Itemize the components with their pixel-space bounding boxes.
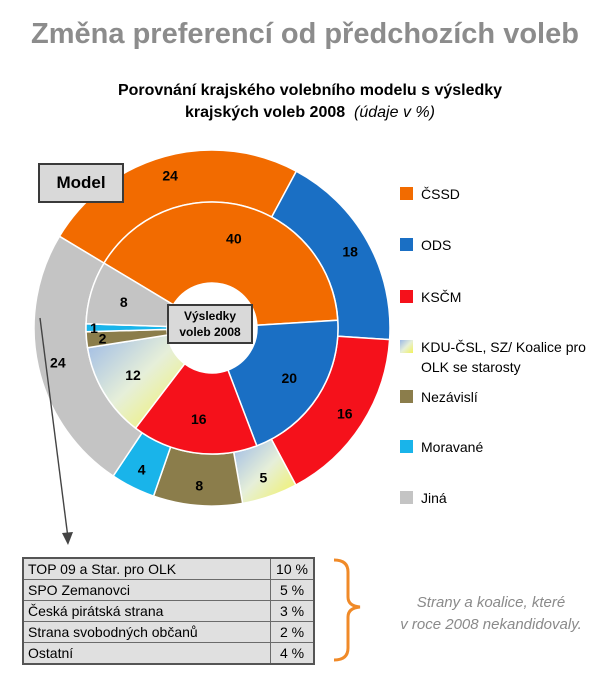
party-value: 5 %	[270, 579, 315, 601]
legend-item-kdu: KDU-ČSL, SZ/ Koalice pro OLK se starosty	[400, 337, 590, 377]
legend-item-jina: Jiná	[400, 488, 447, 508]
results-label: Výsledky voleb 2008	[167, 304, 253, 344]
other-parties-table: TOP 09 a Star. pro OLK 10 % SPO Zemanovc…	[22, 557, 315, 665]
bracket-icon	[333, 558, 361, 662]
legend-item-cssd: ČSSD	[400, 184, 460, 204]
legend-item-moravane: Moravané	[400, 437, 483, 457]
party-value: 3 %	[270, 600, 315, 622]
party-value: 10 %	[270, 557, 315, 580]
subtitle-note: (údaje v %)	[354, 104, 435, 121]
model-label: Model	[38, 163, 124, 203]
results-label-cssd: 40	[226, 231, 242, 247]
model-label-kdu: 5	[260, 469, 268, 485]
results-label-kscm: 16	[191, 411, 207, 427]
legend-label: Jiná	[421, 490, 447, 506]
results-label-moravane: 1	[90, 320, 98, 336]
model-label-ods: 18	[342, 243, 358, 259]
model-label-kscm: 16	[337, 406, 353, 422]
results-slice-kscm	[134, 362, 258, 455]
legend-label: KDU-ČSL, SZ/ Koalice pro OLK se starosty	[421, 339, 586, 375]
legend-label: Moravané	[421, 439, 484, 455]
table-row: Strana svobodných občanů 2 %	[22, 621, 315, 643]
legend-item-ods: ODS	[400, 235, 451, 255]
model-label-nezavisli: 8	[195, 477, 203, 493]
page-title: Změna preferencí od předchozích voleb	[31, 18, 579, 50]
note-line1: Strany a koalice, které	[416, 594, 566, 611]
party-value: 4 %	[270, 642, 315, 665]
pointer-arrowhead	[62, 532, 73, 545]
results-label-jina: 8	[120, 294, 128, 310]
legend-swatch	[400, 491, 413, 504]
legend-label: ODS	[421, 237, 452, 253]
chart-slices	[33, 149, 391, 507]
results-slice-ods	[227, 319, 339, 447]
legend-item-kscm: KSČM	[400, 287, 461, 307]
results-slice-cssd	[102, 201, 339, 327]
legend-swatch	[400, 238, 413, 251]
results-label-ods: 20	[282, 370, 298, 386]
legend-swatch	[400, 340, 413, 353]
legend-label: ČSSD	[421, 186, 460, 202]
legend-swatch	[400, 440, 413, 453]
subtitle-line2-text: krajských voleb 2008	[185, 104, 346, 121]
legend-label: KSČM	[421, 289, 462, 305]
note-text: Strany a koalice, které v roce 2008 neka…	[380, 592, 602, 636]
model-label-cssd: 24	[162, 168, 178, 184]
model-label-jina: 24	[50, 355, 66, 371]
legend-label: Nezávislí	[421, 389, 478, 405]
results-label-nezavisli: 2	[99, 330, 107, 346]
results-label-line1: Výsledky	[183, 309, 237, 323]
note-line2: v roce 2008 nekandidovaly.	[400, 616, 582, 633]
party-name: Česká pirátská strana	[22, 600, 271, 622]
pointer-line	[39, 317, 69, 539]
party-name: Strana svobodných občanů	[22, 621, 271, 643]
legend-swatch	[400, 290, 413, 303]
table-row: TOP 09 a Star. pro OLK 10 %	[22, 557, 315, 580]
results-label-line2: voleb 2008	[179, 325, 241, 339]
chart-subtitle: Porovnání krajského volebního modelu s v…	[90, 80, 530, 124]
party-name: Ostatní	[22, 642, 271, 665]
results-label-kdu: 12	[125, 367, 141, 383]
subtitle-line1: Porovnání krajského volebního modelu s v…	[117, 82, 503, 99]
party-name: SPO Zemanovci	[22, 579, 271, 601]
model-label-moravane: 4	[138, 461, 146, 477]
party-value: 2 %	[270, 621, 315, 643]
legend-swatch	[400, 187, 413, 200]
table-row: SPO Zemanovci 5 %	[22, 579, 315, 601]
party-name: TOP 09 a Star. pro OLK	[22, 557, 271, 580]
table-row: Ostatní 4 %	[22, 642, 315, 665]
legend-item-nezavisli: Nezávislí	[400, 387, 478, 407]
table-row: Česká pirátská strana 3 %	[22, 600, 315, 622]
legend-swatch	[400, 390, 413, 403]
subtitle-line2: krajských voleb 2008 (údaje v %)	[90, 102, 530, 124]
